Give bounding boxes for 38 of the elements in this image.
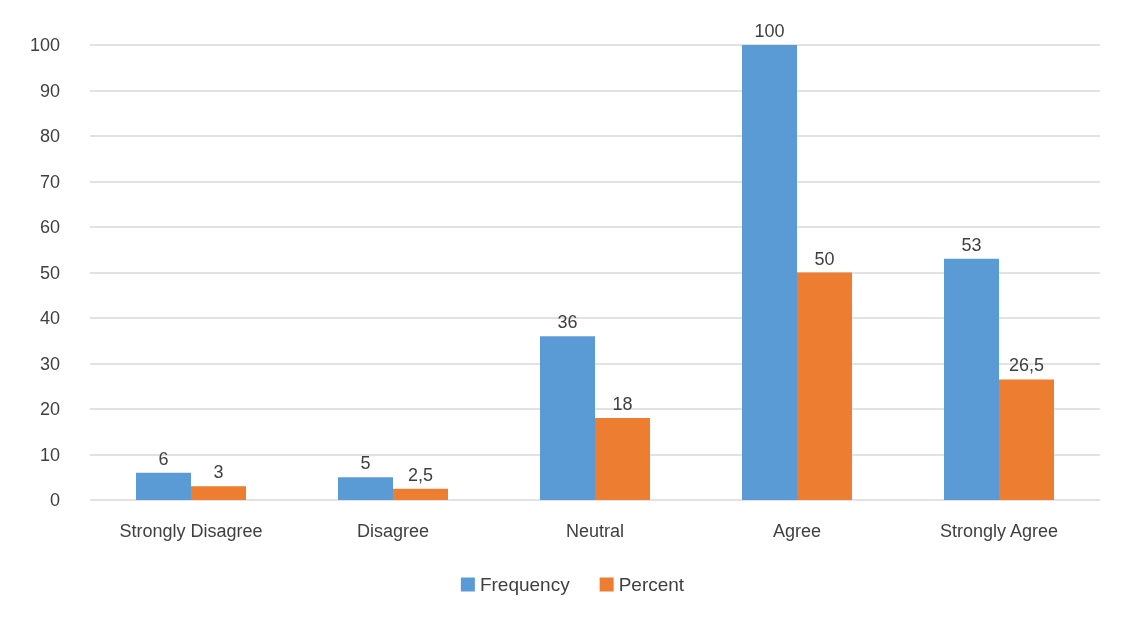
data-label: 50 xyxy=(814,248,835,269)
x-tick-label: Strongly Disagree xyxy=(119,521,263,541)
data-label: 2,5 xyxy=(407,464,434,485)
legend-label: Frequency xyxy=(479,574,571,595)
x-tick-label: Disagree xyxy=(356,521,430,541)
data-label: 18 xyxy=(612,394,633,415)
y-tick-label: 60 xyxy=(39,217,60,237)
data-label: 5 xyxy=(360,453,371,474)
bar xyxy=(540,336,595,500)
x-tick-label: Neutral xyxy=(565,521,625,541)
y-tick-label: 50 xyxy=(39,262,60,283)
bar xyxy=(136,472,191,500)
y-tick-label: 70 xyxy=(39,171,60,192)
y-tick-label: 90 xyxy=(39,80,60,101)
bar xyxy=(944,258,999,500)
data-label: 3 xyxy=(213,462,224,483)
data-label: 100 xyxy=(754,21,785,41)
y-tick-label: 30 xyxy=(39,353,60,374)
data-label: 6 xyxy=(158,448,169,469)
bar xyxy=(191,486,246,500)
legend-label: Percent xyxy=(618,574,685,595)
y-tick-label: 40 xyxy=(39,308,60,328)
bar xyxy=(595,418,650,500)
data-label: 26,5 xyxy=(1008,355,1045,376)
bar xyxy=(742,45,797,500)
bar xyxy=(797,272,852,500)
bar xyxy=(393,488,448,500)
y-tick-label: 20 xyxy=(39,399,60,419)
y-tick-label: 0 xyxy=(49,490,60,510)
y-tick-label: 80 xyxy=(39,126,60,146)
bar xyxy=(999,379,1054,500)
x-tick-label: Strongly Agree xyxy=(939,521,1059,541)
data-label: 53 xyxy=(961,234,982,255)
y-tick-label: 10 xyxy=(39,444,60,465)
x-tick-label: Agree xyxy=(772,521,822,541)
data-label: 36 xyxy=(557,312,578,333)
bar xyxy=(338,477,393,500)
y-tick-label: 100 xyxy=(29,35,60,55)
